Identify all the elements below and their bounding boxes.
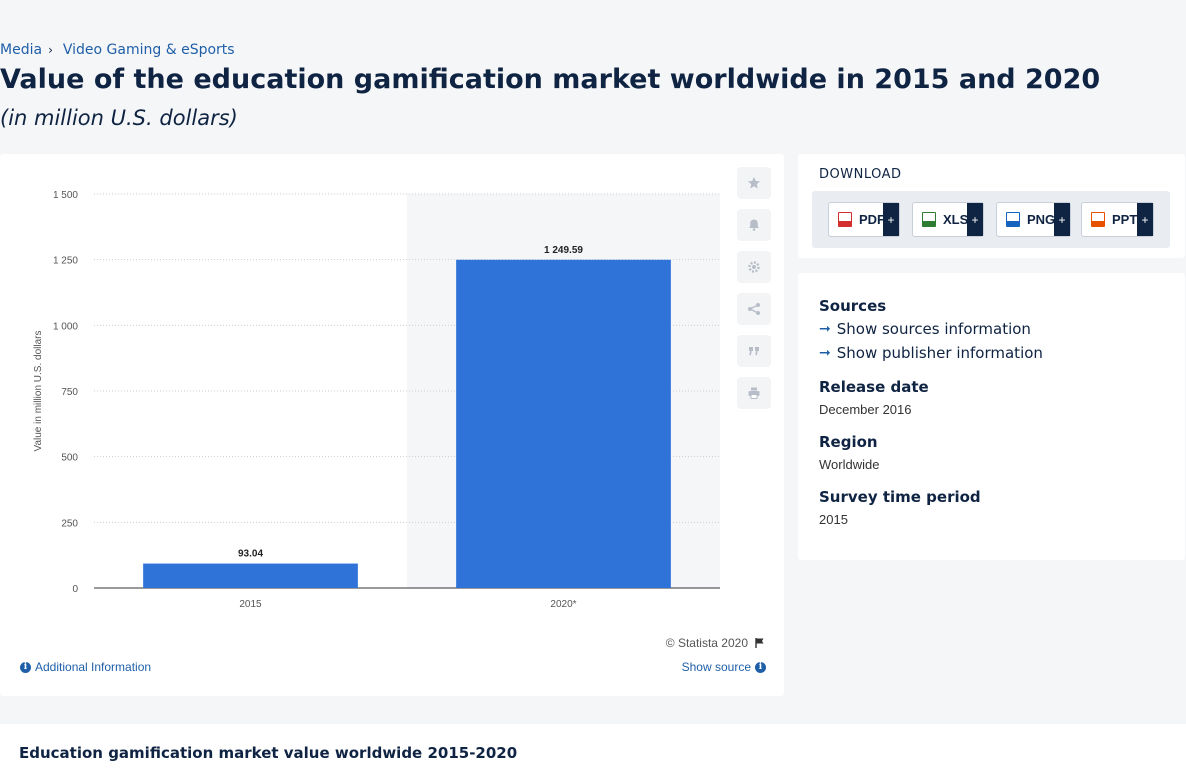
show-source-label: Show source <box>681 660 751 674</box>
related-statistic-title[interactable]: Education gamification market value worl… <box>19 744 518 762</box>
quote-icon <box>749 347 759 356</box>
breadcrumb-video-gaming[interactable]: Video Gaming & eSports <box>62 42 235 58</box>
download-ppt-label: PPT <box>1112 212 1138 227</box>
region-label: Region <box>819 433 878 451</box>
y-tick-label: 750 <box>61 387 78 398</box>
y-tick-label: 1 500 <box>53 190 78 201</box>
show-sources-label: Show sources information <box>836 320 1031 338</box>
download-pdf-label: PDF <box>859 212 885 227</box>
ppt-file-icon <box>1091 212 1105 227</box>
download-png-button[interactable]: PNG + <box>996 202 1071 237</box>
release-date-value: December 2016 <box>819 402 912 417</box>
x-tick-label: 2020* <box>550 599 576 610</box>
page-title: Value of the education gamification mark… <box>0 64 1101 95</box>
download-png-label: PNG <box>1027 212 1056 227</box>
show-publisher-link[interactable]: ➞ Show publisher information <box>819 344 1043 362</box>
y-tick-label: 500 <box>61 453 78 464</box>
data-label: 1 249.59 <box>544 245 583 256</box>
show-publisher-label: Show publisher information <box>836 344 1043 362</box>
sources-label: Sources <box>819 297 887 315</box>
png-file-icon <box>1006 212 1020 227</box>
download-xls-label: XLS <box>943 212 969 227</box>
download-pdf-plus[interactable]: + <box>883 203 899 236</box>
data-label: 93.04 <box>238 549 263 560</box>
y-tick-label: 0 <box>72 584 78 595</box>
download-pdf-button[interactable]: PDF + <box>828 202 900 237</box>
download-xls-plus[interactable]: + <box>967 203 983 236</box>
share-button[interactable] <box>737 293 771 325</box>
settings-button[interactable] <box>737 251 771 283</box>
star-icon <box>748 177 760 189</box>
y-tick-label: 250 <box>61 518 78 529</box>
related-statistic-card: Education gamification market value worl… <box>0 724 1186 784</box>
show-sources-link[interactable]: ➞ Show sources information <box>819 320 1031 338</box>
y-axis-title: Value in million U.S. dollars <box>33 331 44 452</box>
arrow-right-icon: ➞ <box>819 345 831 361</box>
download-png-plus[interactable]: + <box>1054 203 1070 236</box>
print-button[interactable] <box>737 377 771 409</box>
y-tick-label: 1 250 <box>53 256 78 267</box>
x-tick-label: 2015 <box>239 599 262 610</box>
release-date-label: Release date <box>819 378 929 396</box>
gear-icon <box>748 261 760 273</box>
copyright-text: © Statista 2020 <box>665 636 748 650</box>
breadcrumb-media[interactable]: Media <box>0 42 43 58</box>
download-ppt-plus[interactable]: + <box>1137 203 1153 236</box>
download-card: DOWNLOAD PDF + XLS + PNG + PPT + <box>798 154 1185 258</box>
additional-info-link[interactable]: i Additional Information <box>20 660 151 674</box>
share-icon <box>748 303 760 315</box>
y-tick-label: 1 000 <box>53 321 78 332</box>
breadcrumb-separator-icon: › <box>48 43 53 57</box>
info-icon: i <box>755 661 766 673</box>
print-icon <box>748 387 760 399</box>
chart-card: 0 250 500 750 1 000 1 250 1 500 Value in millio… <box>0 154 784 696</box>
page-subtitle: (in million U.S. dollars) <box>0 106 238 130</box>
favorite-button[interactable] <box>737 167 771 199</box>
download-bar: PDF + XLS + PNG + PPT + <box>812 191 1170 248</box>
survey-period-value: 2015 <box>819 512 848 527</box>
cite-button[interactable] <box>737 335 771 367</box>
download-xls-button[interactable]: XLS + <box>912 202 984 237</box>
info-card: Sources ➞ Show sources information ➞ Sho… <box>798 273 1185 560</box>
bar <box>143 563 358 588</box>
bar-chart: 0 250 500 750 1 000 1 250 1 500 Value in millio… <box>33 190 720 610</box>
notification-button[interactable] <box>737 209 771 241</box>
info-icon: i <box>20 661 31 673</box>
flag-icon[interactable] <box>754 637 766 649</box>
additional-info-label: Additional Information <box>35 660 152 674</box>
bar <box>456 259 671 588</box>
show-source-link[interactable]: Show source i <box>682 660 766 674</box>
download-title: DOWNLOAD <box>819 167 902 182</box>
bell-icon <box>749 219 759 231</box>
breadcrumb: Media › Video Gaming & eSports <box>0 42 235 58</box>
arrow-right-icon: ➞ <box>819 321 831 337</box>
survey-period-label: Survey time period <box>819 488 981 506</box>
region-value: Worldwide <box>819 457 880 472</box>
chart-toolbar <box>737 167 771 409</box>
copyright: © Statista 2020 <box>666 636 766 650</box>
download-ppt-button[interactable]: PPT + <box>1081 202 1154 237</box>
pdf-file-icon <box>838 212 852 227</box>
xls-file-icon <box>922 212 936 227</box>
